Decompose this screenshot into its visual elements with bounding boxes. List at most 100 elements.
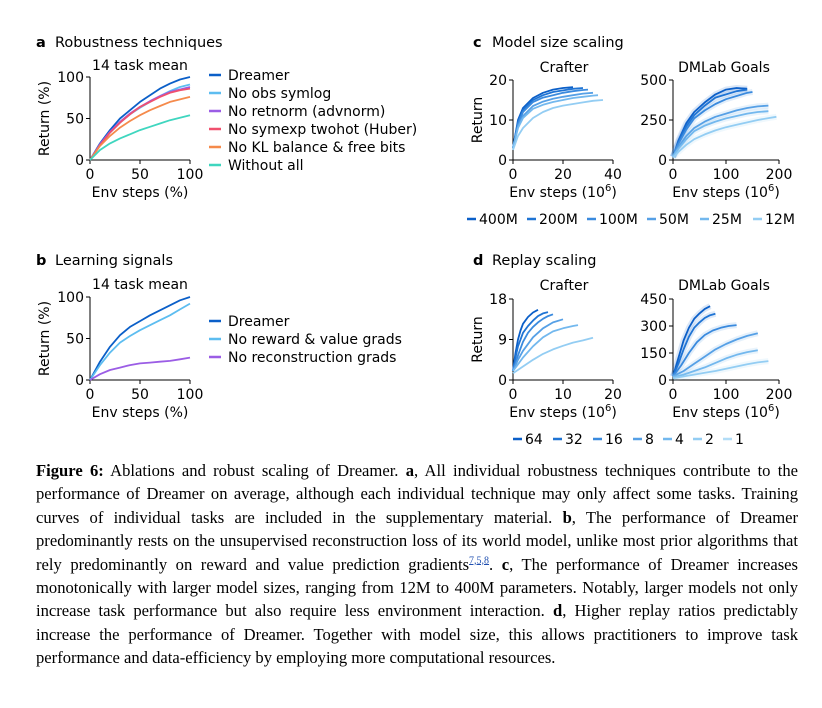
- y-tick-label: 0: [658, 153, 667, 169]
- legend-c: 400M 200M 100M 50M 25M 12M: [467, 212, 795, 228]
- caption-a-letter: a: [405, 461, 415, 480]
- chart-a: 0 50 100 0 50 100 Env steps (%) Return (%): [37, 70, 203, 201]
- x-tick-label: 10: [554, 387, 572, 403]
- series-line-2: [672, 360, 769, 380]
- x-tick-label: 50: [131, 387, 149, 403]
- legend-label: 32: [565, 432, 583, 448]
- x-tick-label: 0: [509, 387, 518, 403]
- x-tick-label: 50: [131, 167, 149, 183]
- series-line-50m: [512, 91, 594, 149]
- series-line-without-all: [89, 114, 191, 161]
- y-tick-label: 0: [498, 153, 507, 169]
- legend-label: Dreamer: [228, 68, 290, 84]
- y-tick-label: 10: [489, 113, 507, 129]
- panel-a-title: Robustness techniques: [55, 35, 223, 51]
- legend-a: Dreamer No obs symlog No retnorm (advnorm)…: [209, 68, 417, 174]
- panel-a-letter: a: [36, 35, 46, 51]
- legend-label: 8: [645, 432, 654, 448]
- x-tick-label: 200: [766, 387, 793, 403]
- legend-label: 50M: [659, 212, 689, 228]
- y-axis-label: Return (%): [37, 301, 53, 376]
- legend-label: 2: [705, 432, 714, 448]
- chart-c-dmlab: 0 100 200 0 250 500 Env steps (106): [640, 73, 792, 201]
- x-tick-label: 100: [177, 387, 204, 403]
- series-line-no-symexp-twohot-huber-: [89, 87, 191, 161]
- legend-label: No obs symlog: [228, 86, 331, 102]
- x-tick-label: 0: [509, 167, 518, 183]
- panel-c-letter: c: [473, 35, 482, 51]
- y-tick-label: 0: [75, 373, 84, 389]
- caption-b-references-link[interactable]: 7,5,8: [469, 555, 490, 567]
- caption-b-text: , The performance of Dreamer predominant…: [36, 507, 799, 574]
- panel-d-left-title: Crafter: [540, 278, 589, 294]
- y-tick-label: 100: [57, 290, 84, 306]
- caption-d-letter: d: [553, 601, 563, 621]
- chart-b: 0 50 100 0 50 100 Env steps (%) Return (%): [37, 290, 203, 421]
- y-tick-label: 300: [640, 319, 667, 335]
- panel-c-title: Model size scaling: [492, 35, 624, 51]
- y-tick-label: 9: [498, 333, 507, 349]
- x-axis-label: Env steps (106): [672, 403, 780, 421]
- x-axis-label: Env steps (106): [509, 183, 617, 201]
- y-tick-label: 450: [640, 292, 667, 308]
- legend-label: No reconstruction grads: [228, 350, 396, 366]
- series-line-200m: [672, 88, 748, 158]
- series-line-100m: [672, 91, 753, 158]
- series-line-50m: [672, 104, 769, 158]
- series-line-25m: [672, 110, 769, 158]
- caption-b-letter: b: [562, 507, 572, 527]
- y-tick-label: 18: [489, 292, 507, 308]
- panel-b: b Learning signals 14 task mean 0 50 100 0 5…: [36, 253, 402, 421]
- series-line-no-reconstruction-grads: [89, 356, 191, 381]
- y-axis-label: Return: [470, 97, 486, 143]
- legend-label: 16: [605, 432, 623, 448]
- series-line-8: [512, 318, 564, 372]
- x-tick-label: 0: [86, 167, 95, 183]
- legend-label: No reward & value grads: [228, 332, 402, 348]
- panel-c-left-title: Crafter: [540, 60, 589, 76]
- y-tick-label: 50: [66, 112, 84, 128]
- series-line-2: [512, 336, 594, 375]
- legend-label: 100M: [599, 212, 638, 228]
- series-line-no-obs-symlog: [89, 83, 191, 161]
- y-tick-label: 100: [57, 70, 84, 86]
- series-line-no-retnorm-advnorm-: [89, 86, 191, 161]
- series-line-32: [512, 311, 549, 372]
- series-line-25m: [512, 94, 599, 149]
- y-tick-label: 0: [498, 373, 507, 389]
- legend-label: 200M: [539, 212, 578, 228]
- legend-label: 400M: [479, 212, 518, 228]
- panel-a: a Robustness techniques 14 task mean 0 50…: [36, 35, 417, 201]
- x-tick-label: 100: [713, 387, 740, 403]
- series-line-no-kl-balance-free-bits: [89, 96, 191, 161]
- caption-lead: Ablations and robust scaling of Dreamer.: [110, 461, 399, 480]
- legend-label: Without all: [228, 158, 304, 174]
- series-line-8: [672, 332, 759, 378]
- caption-label: Figure 6:: [36, 461, 104, 480]
- caption-c-text: , The performance of Dreamer increases m…: [36, 554, 799, 621]
- chart-d-crafter: 0 10 20 0 9 18 Env steps (106) Return: [470, 292, 622, 421]
- series-line-4: [512, 324, 579, 372]
- series-line-no-reward-value-grads: [89, 302, 191, 381]
- panel-b-subtitle: 14 task mean: [92, 277, 188, 293]
- x-tick-label: 40: [604, 167, 622, 183]
- legend-label: No retnorm (advnorm): [228, 104, 385, 120]
- panel-d-right-title: DMLab Goals: [678, 278, 770, 294]
- panel-a-subtitle: 14 task mean: [92, 58, 188, 74]
- panel-b-letter: b: [36, 253, 46, 269]
- legend-label: No symexp twohot (Huber): [228, 122, 417, 138]
- legend-d: 64 32 16 8 4 2 1: [513, 432, 744, 448]
- series-line-100m: [512, 88, 589, 149]
- legend-label: 64: [525, 432, 543, 448]
- y-axis-label: Return (%): [37, 81, 53, 156]
- y-tick-label: 0: [658, 373, 667, 389]
- x-tick-label: 0: [669, 387, 678, 403]
- x-tick-label: 20: [554, 167, 572, 183]
- x-tick-label: 0: [669, 167, 678, 183]
- y-tick-label: 20: [489, 73, 507, 89]
- series-line-16: [672, 324, 737, 377]
- y-tick-label: 150: [640, 346, 667, 362]
- legend-label: No KL balance & free bits: [228, 140, 405, 156]
- series-line-32: [672, 312, 716, 377]
